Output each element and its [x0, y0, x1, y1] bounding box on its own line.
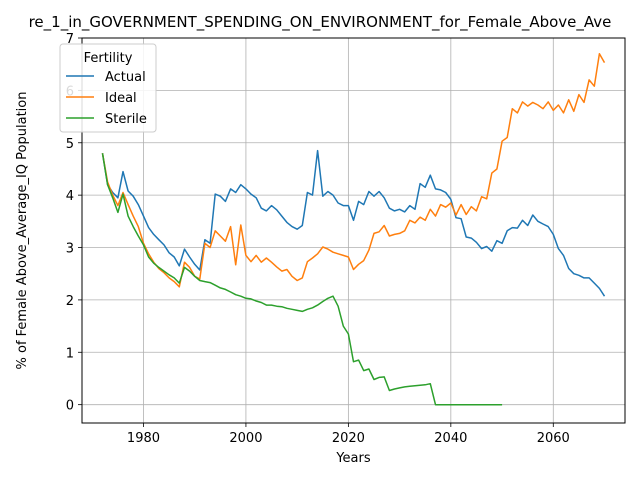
- legend: Fertility Actual Ideal Sterile: [59, 43, 157, 133]
- legend-label-actual: Actual: [105, 70, 146, 85]
- series-line-actual: [101, 149, 606, 297]
- grid: [82, 37, 625, 423]
- x-tick-label: 2040: [434, 431, 467, 446]
- x-tick-label: 2060: [537, 431, 570, 446]
- y-tick-label: 1: [66, 346, 74, 361]
- y-tick-label: 2: [66, 294, 74, 309]
- y-tick-label: 7: [66, 32, 74, 47]
- y-axis-label: % of Female Above_Average_IQ Population: [15, 92, 30, 370]
- y-tick-label: 0: [66, 399, 74, 414]
- legend-label-ideal: Ideal: [105, 91, 137, 106]
- legend-title: Fertility: [84, 51, 133, 66]
- series-line-sterile: [101, 153, 503, 406]
- series-line-ideal: [101, 52, 606, 288]
- legend-box: [59, 43, 157, 133]
- legend-label-sterile: Sterile: [105, 112, 147, 127]
- legend-items: Actual Ideal Sterile: [66, 70, 147, 127]
- axis-ticks: 1980200020202040206001234567: [66, 32, 570, 446]
- y-tick-label: 5: [66, 137, 74, 152]
- y-tick-label: 3: [66, 242, 74, 257]
- x-tick-label: 2020: [332, 431, 365, 446]
- x-tick-label: 2000: [229, 431, 262, 446]
- x-tick-label: 1980: [127, 431, 160, 446]
- x-axis-label: Years: [335, 451, 371, 466]
- axes-frame: [81, 37, 626, 424]
- series-lines: [101, 52, 606, 406]
- chart-title: re_1_in_GOVERNMENT_SPENDING_ON_ENVIRONME…: [29, 13, 612, 32]
- y-tick-label: 4: [66, 189, 74, 204]
